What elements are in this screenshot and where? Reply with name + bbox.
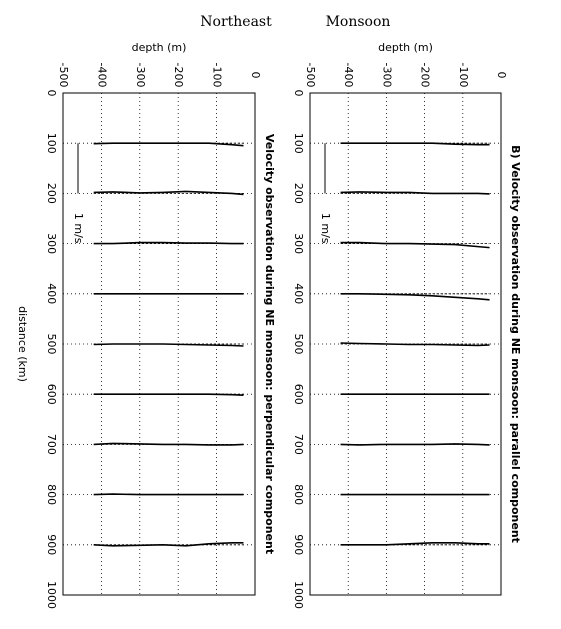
distance-tick-label: 400 — [45, 283, 58, 304]
figure-title-left: Northeast — [200, 14, 272, 30]
x-axis-label: depth (m) — [132, 41, 187, 54]
distance-tick-label: 100 — [292, 133, 305, 154]
velocity-profile — [93, 442, 244, 446]
distance-tick-label: 900 — [45, 534, 58, 555]
depth-tick-label: -500 — [57, 63, 70, 88]
distance-tick-label: 700 — [45, 434, 58, 455]
velocity-profile — [93, 142, 244, 147]
distance-tick-label: 800 — [292, 484, 305, 505]
panel-title: B) Velocity observation during NE monsoo… — [509, 145, 522, 543]
depth-tick-label: -100 — [457, 63, 470, 88]
distance-tick-label: 300 — [45, 233, 58, 254]
velocity-profile — [93, 393, 244, 397]
distance-tick-label: 0 — [45, 90, 58, 97]
velocity-profile — [93, 241, 244, 245]
velocity-profile — [93, 493, 244, 496]
distance-tick-label: 300 — [292, 233, 305, 254]
distance-tick-label: 100 — [45, 133, 58, 154]
velocity-profile — [340, 191, 490, 195]
panel-title: Velocity observation during NE monsoon: … — [263, 134, 276, 554]
distance-tick-label: 200 — [45, 183, 58, 204]
depth-tick-label: -500 — [304, 63, 317, 88]
distance-tick-label: 0 — [292, 90, 305, 97]
velocity-profile — [340, 541, 490, 546]
plot-frame — [62, 92, 256, 596]
depth-tick-label: -300 — [134, 63, 147, 88]
velocity-profile — [340, 443, 490, 446]
scale-label: 1 m/s — [319, 213, 332, 244]
distance-tick-label: 1000 — [292, 581, 305, 609]
distance-tick-label: 600 — [292, 384, 305, 405]
distance-tick-label: 900 — [292, 534, 305, 555]
velocity-profile — [340, 241, 490, 249]
velocity-profile — [93, 343, 244, 347]
y-axis-label: distance (km) — [16, 306, 29, 382]
depth-tick-label: -400 — [95, 63, 108, 88]
distance-tick-label: 200 — [292, 183, 305, 204]
figure-title-right: Monsoon — [326, 14, 391, 30]
distance-tick-label: 1000 — [45, 581, 58, 609]
depth-tick-label: -200 — [419, 63, 432, 88]
distance-tick-label: 600 — [45, 384, 58, 405]
distance-tick-label: 800 — [45, 484, 58, 505]
distance-tick-label: 400 — [292, 283, 305, 304]
velocity-profile — [93, 190, 244, 196]
depth-tick-label: -100 — [211, 63, 224, 88]
distance-tick-label: 700 — [292, 434, 305, 455]
velocity-profile — [340, 142, 490, 146]
x-axis-label: depth (m) — [378, 41, 433, 54]
depth-tick-label: -400 — [342, 63, 355, 88]
depth-tick-label: 0 — [249, 72, 262, 79]
depth-tick-label: 0 — [495, 72, 508, 79]
scale-label: 1 m/s — [72, 213, 85, 244]
distance-tick-label: 500 — [292, 334, 305, 355]
velocity-profile — [340, 292, 490, 301]
velocity-profile — [93, 541, 244, 547]
depth-tick-label: -200 — [172, 63, 185, 88]
plot-frame — [309, 92, 502, 596]
depth-tick-label: -300 — [380, 63, 393, 88]
velocity-profile — [340, 342, 490, 347]
distance-tick-label: 500 — [45, 334, 58, 355]
